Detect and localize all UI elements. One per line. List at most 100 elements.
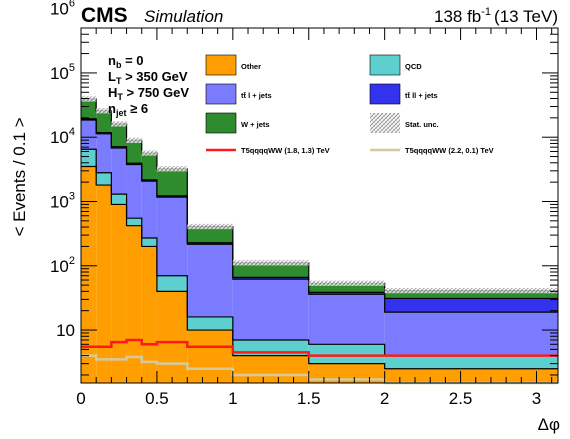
lumi-value: 138 fb [434,7,481,26]
bar-W_jets-7 [232,262,309,278]
x-tick-label: 2.5 [449,389,473,408]
lumi-label: 138 fb-1 (13 TeV) [434,6,558,26]
bar-ttbar_2l-2 [111,146,127,148]
stat-unc-5 [156,166,188,172]
bar-ttbar_1l-9 [384,312,558,356]
x-tick-label: 0.5 [145,389,169,408]
bar-ttbar_2l-3 [126,163,142,165]
legend-swatch-ttbar-1l [205,83,237,105]
bar-ttbar_1l-7 [232,279,309,340]
stat-unc-3 [126,137,142,144]
simulation-tag: Simulation [144,7,223,26]
legend-label-other: Other [241,62,261,71]
bar-Other-7 [232,355,309,383]
stack-outline-ttbar_2l [81,118,558,300]
bar-ttbar_2l-1 [96,132,112,134]
bar-QCD-4 [141,238,157,247]
legend-label-qcd: QCD [405,62,422,71]
bar-QCD-2 [111,194,127,205]
bar-ttbar_2l-8 [308,292,385,295]
bar-ttbar_1l-1 [96,133,112,173]
bar-W_jets-1 [96,110,112,133]
legend-label-wjets: W + jets [241,120,270,129]
x-tick-label: 0 [76,389,85,408]
y-tick-label: 105 [50,62,75,83]
x-tick-label: 3 [532,389,541,408]
bar-ttbar_1l-0 [81,120,97,150]
legend-label-ttbar-1l: tt̄ l + jets [241,91,272,100]
bar-Other-1 [96,185,112,383]
bar-Other-6 [187,330,233,383]
bar-Other-3 [126,225,142,383]
bar-QCD-6 [187,316,233,331]
bar-W_jets-0 [81,99,97,119]
bar-ttbar_1l-6 [187,244,233,317]
legend-swatch-stat-unc [370,113,400,133]
bar-Other-2 [111,204,127,383]
bar-Other-5 [156,291,188,383]
bar-ttbar_2l-4 [141,179,157,182]
y-tick-label: 10 [56,321,75,340]
stat-unc-2 [111,121,127,127]
bar-Other-0 [81,166,97,383]
bar-QCD-5 [156,275,188,292]
bar-ttbar_1l-2 [111,147,127,195]
lumi-exponent: -1 [481,6,491,18]
signal-line-T5_1 [81,338,558,357]
axes-layer: 0 0.5 1 1.5 2 2.5 3 10 102 103 104 105 106 [50,0,559,408]
legend-label-t5-2: T5qqqqWW (2.2, 0.1) TeV [405,146,494,155]
legend-swatch-other [205,54,237,76]
stat-unc-1 [96,108,112,114]
stat-unc-8 [308,280,385,286]
bar-QCD-3 [126,218,142,226]
x-tick-label: 1 [228,389,237,408]
bar-Other-8 [308,363,385,383]
selection-line-ht: HT > 750 GeV [108,85,189,102]
legend-label-ttbar-2l: tt̄ ll + jets [405,91,438,100]
bar-W_jets-4 [141,153,157,180]
bar-ttbar_1l-5 [156,197,188,276]
y-tick-label: 104 [50,126,75,147]
stack-outline-W_jets [81,98,558,292]
bar-QCD-9 [384,355,558,369]
y-tick-label: 102 [50,255,75,276]
bar-Other-4 [141,246,157,383]
stack-layer [81,98,558,383]
bar-ttbar_1l-8 [308,294,385,345]
bar-ttbar_2l-6 [187,242,233,245]
stat-unc-9 [384,287,558,294]
selection-block: nb = 0 LT > 350 GeV HT > 750 GeV njet ≥ … [108,53,189,118]
bar-ttbar_2l-5 [156,195,188,198]
bar-W_jets-9 [384,290,558,299]
bar-W_jets-3 [126,140,142,164]
legend: Other QCD tt̄ l + jets tt̄ ll + jets W +… [205,54,494,155]
legend-label-t5-1: T5qqqqWW (1.8, 1.3) TeV [241,146,330,155]
energy-value: (13 TeV) [494,7,558,26]
bar-QCD-8 [308,344,385,364]
bar-W_jets-5 [156,168,188,196]
experiment-label: CMS [81,4,128,27]
bar-W_jets-2 [111,123,127,147]
x-tick-label: 1.5 [297,389,321,408]
x-axis-title: Δφ [538,415,560,434]
stat-unc-4 [141,150,157,156]
y-tick-label: 103 [50,190,75,211]
legend-swatch-wjets [205,112,237,134]
bar-ttbar_1l-4 [141,181,157,239]
y-tick-label: 106 [50,0,75,19]
stat-unc-6 [187,223,233,230]
selection-line-nb: nb = 0 [108,53,144,70]
stack-outline-QCD [81,148,558,357]
bar-QCD-0 [81,149,97,167]
bar-ttbar_1l-3 [126,164,142,219]
bar-W_jets-6 [187,226,233,243]
bar-Other-9 [384,368,558,383]
bar-QCD-1 [96,172,112,186]
selection-line-njet: njet ≥ 6 [108,101,148,118]
bar-ttbar_2l-9 [384,298,558,313]
legend-label-stat-unc: Stat. unc. [405,120,439,129]
legend-swatch-qcd [369,54,401,76]
x-tick-label: 2 [380,389,389,408]
plot-frame [80,27,559,384]
